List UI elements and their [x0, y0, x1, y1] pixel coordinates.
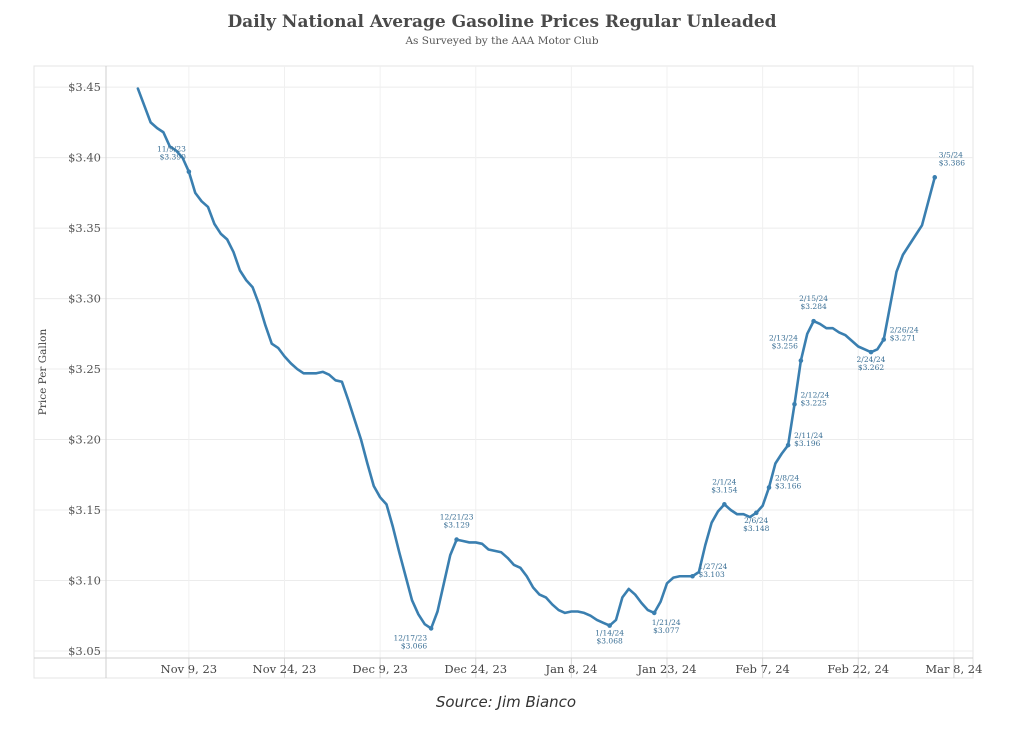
- annotation-marker: [690, 573, 695, 579]
- annotation-value: $3.129: [444, 521, 470, 530]
- annotation-date: 1/14/24: [595, 629, 624, 638]
- annotation-date: 2/13/24: [769, 334, 798, 343]
- y-axis-label: Price Per Gallon: [37, 329, 49, 416]
- annotation-marker: [766, 485, 772, 490]
- x-tick-label: Jan 23, 24: [636, 662, 696, 676]
- annotation-date: 11/9/23: [157, 145, 186, 154]
- price-line: [136, 87, 937, 630]
- annotation-value: $3.284: [801, 302, 827, 311]
- annotation-date: 1/21/24: [652, 618, 681, 627]
- annotation-group: 11/9/23$3.390 12/17/23$3.066 12/21/23$3.12…: [157, 145, 965, 651]
- x-tick-label: Feb 7, 24: [735, 662, 789, 676]
- annotation-marker: [868, 349, 874, 355]
- annotation-marker: [785, 442, 791, 448]
- annotation-marker: [722, 502, 727, 507]
- annotation-value: $3.148: [743, 524, 769, 533]
- annotation-date: 2/15/24: [799, 294, 828, 303]
- annotation-value: $3.066: [401, 641, 427, 650]
- y-tick-label: $3.05: [68, 644, 101, 658]
- annotation-marker: [811, 318, 816, 324]
- y-tick-label: $3.45: [68, 80, 101, 94]
- annotation-date: 2/8/24: [775, 473, 799, 482]
- annotation-value: $3.256: [772, 342, 798, 351]
- x-tick-label: Nov 24, 23: [253, 662, 317, 676]
- x-tick-label: Mar 8, 24: [925, 662, 982, 676]
- annotation-value: $3.390: [160, 153, 186, 162]
- annotation-date: 2/24/24: [857, 355, 886, 364]
- annotation-marker: [881, 337, 887, 342]
- chart-title: Daily National Average Gasoline Prices R…: [227, 12, 776, 32]
- annotation-marker: [454, 537, 459, 542]
- annotation-value: $3.225: [801, 398, 827, 407]
- annotation-marker: [607, 623, 612, 628]
- annotation-date: 12/21/23: [440, 513, 474, 522]
- y-tick-label: $3.30: [68, 292, 101, 306]
- annotation-date: 3/5/24: [939, 150, 963, 159]
- y-tick-label: $3.25: [68, 362, 101, 376]
- annotation-value: $3.271: [890, 333, 916, 342]
- x-tick-label: Feb 22, 24: [827, 662, 889, 676]
- y-tick-label: $3.20: [68, 433, 101, 447]
- annotation-marker: [651, 610, 657, 616]
- annotation-value: $3.068: [597, 637, 623, 646]
- chart-subtitle: As Surveyed by the AAA Motor Club: [404, 35, 598, 47]
- y-tick-label: $3.15: [68, 503, 101, 517]
- plot-frame: [33, 65, 974, 679]
- annotation-date: 2/26/24: [890, 325, 919, 334]
- annotation-value: $3.166: [775, 481, 801, 490]
- x-tick-label: Dec 9, 23: [352, 662, 407, 676]
- x-tick-label: Jan 8, 24: [544, 662, 597, 676]
- x-tick-label: Dec 24, 23: [444, 662, 507, 676]
- annotation-value: $3.196: [794, 439, 820, 448]
- y-tick-label: $3.35: [68, 221, 101, 235]
- source-caption: Source: Jim Bianco: [436, 693, 576, 711]
- annotation-marker: [186, 169, 192, 175]
- x-gridlines: [188, 66, 955, 678]
- annotation-date: 1/27/24: [699, 562, 728, 571]
- annotation-value: $3.262: [858, 363, 884, 372]
- x-tick-labels: Nov 9, 23 Nov 24, 23 Dec 9, 23 Dec 24, 23 Ja…: [161, 662, 983, 676]
- annotation-date: 12/17/23: [393, 633, 427, 642]
- y-tick-label: $3.10: [68, 573, 101, 587]
- annotation-value: $3.386: [939, 158, 965, 167]
- annotation-date: 2/12/24: [801, 390, 830, 399]
- annotation-date: 2/1/24: [712, 477, 736, 486]
- axes: [34, 66, 973, 678]
- y-tick-label: $3.40: [68, 151, 101, 165]
- y-gridlines: [34, 86, 973, 652]
- annotation-value: $3.103: [699, 570, 725, 579]
- series-line-group: [136, 87, 937, 630]
- annotation-marker: [428, 626, 434, 631]
- annotation-value: $3.154: [711, 485, 737, 494]
- annotation-date: 2/11/24: [794, 431, 823, 440]
- annotation-marker: [798, 358, 804, 363]
- x-tick-label: Nov 9, 23: [161, 662, 217, 676]
- annotation-marker: [932, 175, 938, 180]
- annotation-date: 2/6/24: [744, 516, 768, 525]
- annotation-marker: [753, 510, 759, 516]
- annotation-marker: [792, 401, 797, 407]
- y-tick-labels: $3.05 $3.10 $3.15 $3.20 $3.25 $3.30 $3.35 $3.40…: [68, 80, 101, 658]
- annotation-value: $3.077: [653, 626, 679, 635]
